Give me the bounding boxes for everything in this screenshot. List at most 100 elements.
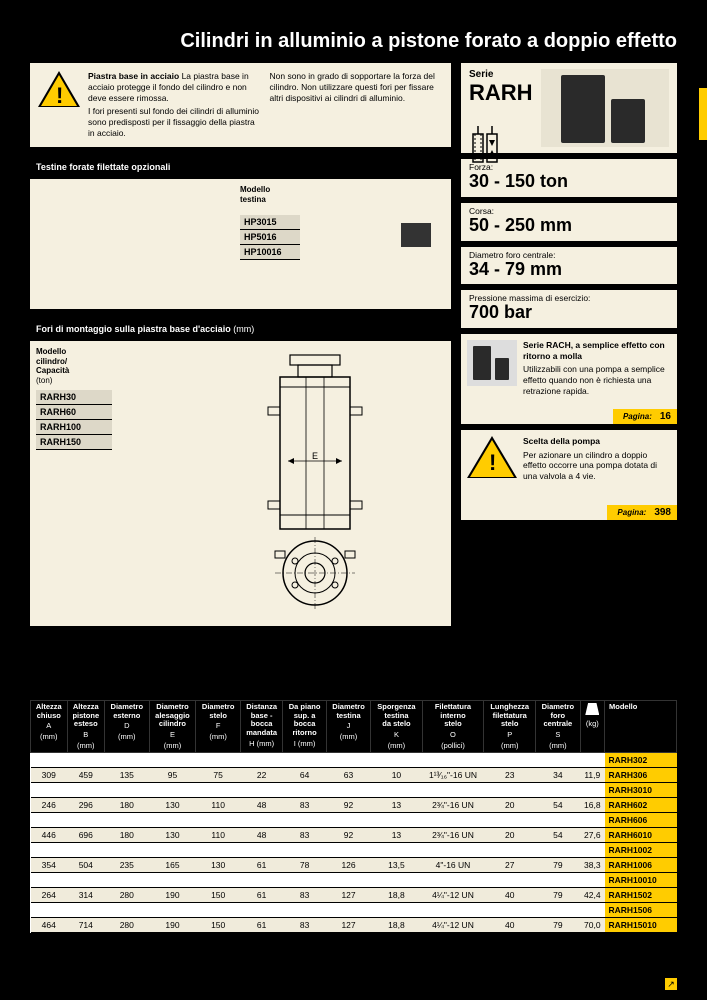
table-cell bbox=[149, 753, 196, 768]
table-cell: 127 bbox=[326, 888, 370, 903]
table-header: DiametrotestinaJ(mm) bbox=[326, 701, 370, 753]
table-cell: 235 bbox=[105, 858, 149, 873]
table-cell: 83 bbox=[283, 918, 326, 933]
table-cell bbox=[580, 813, 604, 828]
testine-box: Modello testina HP3015HP5016HP10016 bbox=[30, 179, 451, 309]
table-cell bbox=[422, 843, 484, 858]
table-cell: 126 bbox=[326, 858, 370, 873]
table-cell bbox=[484, 903, 536, 918]
table-cell bbox=[196, 873, 240, 888]
table-cell bbox=[422, 873, 484, 888]
table-row: RARH302 bbox=[31, 753, 677, 768]
table-cell bbox=[536, 753, 580, 768]
footer-icon: ↗ bbox=[665, 978, 677, 990]
rarh-item: RARH150 bbox=[36, 435, 112, 450]
table-cell: 79 bbox=[536, 858, 580, 873]
spec-table: AltezzachiusoA(mm)AltezzapistoneestesoB(… bbox=[30, 700, 677, 933]
table-cell: 180 bbox=[105, 798, 149, 813]
table-cell: 696 bbox=[67, 828, 105, 843]
fori-bar-unit: (mm) bbox=[233, 324, 254, 334]
table-header: DiametroalesaggiocilindroE(mm) bbox=[149, 701, 196, 753]
model-cell: RARH1006 bbox=[605, 858, 677, 873]
table-cell: 150 bbox=[196, 888, 240, 903]
table-cell bbox=[67, 903, 105, 918]
table-row: RARH1506 bbox=[31, 903, 677, 918]
table-header: Distanzabase -boccamandataH (mm) bbox=[240, 701, 282, 753]
table-cell: 61 bbox=[240, 918, 282, 933]
table-header: DiametroforocentraleS(mm) bbox=[536, 701, 580, 753]
info-heading: Piastra base in acciaio bbox=[88, 71, 179, 81]
table-cell bbox=[149, 903, 196, 918]
table-cell bbox=[67, 843, 105, 858]
table-cell bbox=[31, 753, 68, 768]
table-row: RARH1002 bbox=[31, 843, 677, 858]
table-cell: 22 bbox=[240, 768, 282, 783]
table-cell bbox=[326, 813, 370, 828]
spec-value: 30 - 150 ton bbox=[469, 172, 669, 192]
fori-bar: Fori di montaggio sulla piastra base d'a… bbox=[30, 321, 451, 337]
model-cell: RARH1002 bbox=[605, 843, 677, 858]
spec-box: Diametro foro centrale:34 - 79 mm bbox=[461, 247, 677, 285]
table-header: LunghezzafilettaturasteloP(mm) bbox=[484, 701, 536, 753]
table-cell bbox=[240, 843, 282, 858]
warning-info-box: ! Piastra base in acciaio La piastra bas… bbox=[30, 63, 451, 147]
table-cell bbox=[105, 843, 149, 858]
table-cell bbox=[580, 873, 604, 888]
model-cell: RARH302 bbox=[605, 753, 677, 768]
fori-l3: Capacità bbox=[36, 366, 69, 375]
related-box: Serie RACH, a semplice effetto con ritor… bbox=[461, 334, 677, 424]
table-cell: 78 bbox=[283, 858, 326, 873]
related-title: Serie RACH, a semplice effetto con ritor… bbox=[523, 340, 671, 361]
model-cell: RARH6010 bbox=[605, 828, 677, 843]
table-cell bbox=[580, 843, 604, 858]
table-cell bbox=[240, 783, 282, 798]
series-label: Serie bbox=[469, 69, 533, 80]
table-cell bbox=[67, 873, 105, 888]
table-cell bbox=[196, 783, 240, 798]
table-cell bbox=[580, 783, 604, 798]
table-cell bbox=[283, 753, 326, 768]
table-cell bbox=[67, 753, 105, 768]
table-cell bbox=[105, 873, 149, 888]
spec-value: 34 - 79 mm bbox=[469, 260, 669, 280]
hp-item: HP10016 bbox=[240, 245, 300, 260]
info-col2: Non sono in grado di sopportare la forza… bbox=[270, 71, 435, 103]
table-cell bbox=[422, 813, 484, 828]
warning-icon: ! bbox=[38, 71, 80, 109]
table-cell bbox=[580, 903, 604, 918]
table-cell: 504 bbox=[67, 858, 105, 873]
table-cell bbox=[536, 873, 580, 888]
table-cell: 95 bbox=[149, 768, 196, 783]
table-cell bbox=[283, 843, 326, 858]
table-cell: 110 bbox=[196, 798, 240, 813]
table-cell bbox=[484, 813, 536, 828]
table-row: 264314280190150618312718,84¼"-12 UN40794… bbox=[31, 888, 677, 903]
fori-l2: cilindro/ bbox=[36, 357, 67, 366]
table-cell: 13 bbox=[371, 798, 422, 813]
table-cell: 165 bbox=[149, 858, 196, 873]
table-row: 446696180130110488392132¾"-16 UN205427,6… bbox=[31, 828, 677, 843]
testine-col-label1: Modello bbox=[240, 185, 270, 194]
table-cell bbox=[67, 813, 105, 828]
table-cell bbox=[67, 783, 105, 798]
hp-item: HP3015 bbox=[240, 215, 300, 230]
table-cell: 61 bbox=[240, 888, 282, 903]
table-cell bbox=[31, 873, 68, 888]
table-cell bbox=[371, 873, 422, 888]
table-cell: 2¾"-16 UN bbox=[422, 828, 484, 843]
table-cell: 20 bbox=[484, 828, 536, 843]
hp-item: HP5016 bbox=[240, 230, 300, 245]
spec-box: Corsa:50 - 250 mm bbox=[461, 203, 677, 241]
table-cell bbox=[149, 783, 196, 798]
table-cell: 150 bbox=[196, 918, 240, 933]
table-cell bbox=[484, 753, 536, 768]
table-cell bbox=[371, 843, 422, 858]
table-cell: 190 bbox=[149, 888, 196, 903]
table-cell: 190 bbox=[149, 918, 196, 933]
series-name: RARH bbox=[469, 80, 533, 106]
table-cell: 280 bbox=[105, 888, 149, 903]
fori-l1: Modello bbox=[36, 347, 66, 356]
table-cell: 127 bbox=[326, 918, 370, 933]
info-col1b: I fori presenti sul fondo dei cilindri d… bbox=[88, 106, 262, 139]
series-photo bbox=[541, 69, 669, 147]
